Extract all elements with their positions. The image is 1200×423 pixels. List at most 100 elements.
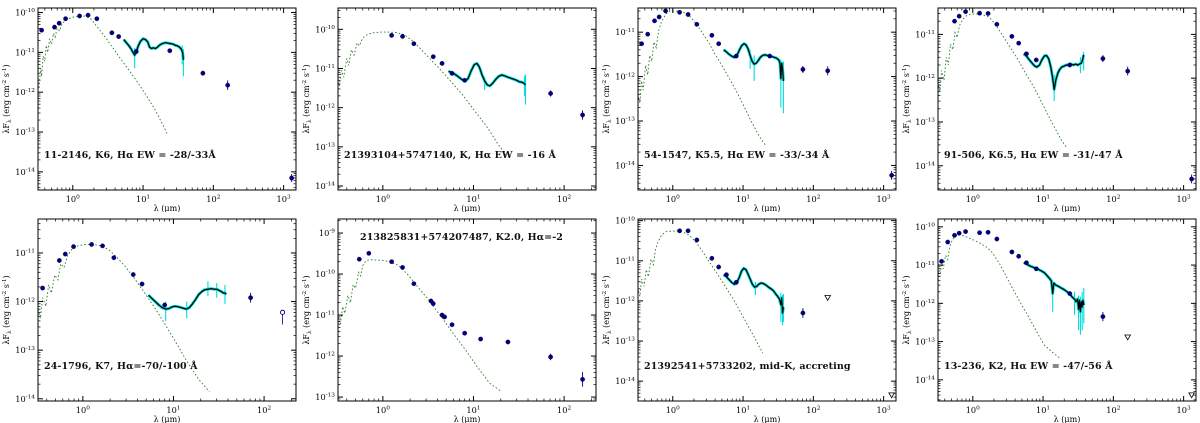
plot-frame (337, 218, 597, 402)
y-tick-label: 10-14 (915, 375, 935, 385)
y-tick-label: 10-11 (15, 248, 35, 258)
plot-data-layer (638, 228, 896, 399)
y-tick-label: 10-12 (915, 73, 935, 83)
y-tick-label: 10-13 (315, 142, 335, 152)
photometry-point (716, 264, 722, 270)
y-tick-label: 10-12 (315, 103, 335, 113)
open-photometry-point (280, 309, 286, 315)
sed-plot: 100 101 102 10-14 10-13 10-12 10-11 10-10 λ (μm)… (302, 7, 597, 212)
y-tick-label: 10-14 (615, 160, 635, 170)
photometry-point (652, 18, 657, 24)
plot-data-layer (38, 242, 286, 392)
photometry-point (825, 68, 831, 74)
x-tick-label: 102 (206, 194, 220, 204)
photometry-point (248, 295, 253, 301)
photometry-point (663, 8, 668, 14)
photometry-point (716, 41, 722, 47)
photometry-point (1016, 253, 1022, 259)
x-tick-label: 101 (466, 194, 480, 204)
plot-frame (637, 218, 897, 402)
y-tick-label: 10-10 (315, 269, 335, 279)
photometry-point (63, 16, 68, 22)
upper-limit-triangle (824, 295, 832, 302)
sed-plot: 100 101 102 103 10-14 10-13 10-12 10-11 λ (μm) λF… (602, 7, 897, 212)
photometry-point (130, 272, 136, 277)
sed-panel-13-236: 100 101 102 103 10-14 10-13 10-12 10-11 10-10 λ (… (900, 211, 1200, 423)
sed-panel-54-1547: 100 101 102 103 10-14 10-13 10-12 10-11 λ (μm) λF… (600, 0, 900, 212)
plot-frame (637, 7, 897, 191)
photometry-point (411, 281, 417, 287)
photometry-point (977, 10, 982, 16)
panel-annotation: 213825831+574207487, K2.0, Hα=-2 (360, 232, 563, 243)
photometry-point (462, 77, 468, 83)
panel-annotation: 13-236, K2, Hα EW = -47/-56 Å (944, 361, 1113, 372)
photometry-point (1009, 249, 1015, 255)
x-tick-label: 100 (966, 194, 980, 204)
photometry-point (994, 236, 1000, 242)
photometry-point (1125, 68, 1131, 74)
plot-data-layer (938, 229, 1196, 399)
photometry-point (52, 24, 57, 30)
photometry-point (677, 9, 682, 15)
photometry-point (62, 251, 68, 257)
photometry-point (994, 21, 1000, 27)
x-tick-label: 103 (877, 194, 891, 204)
photosphere-model-curve (938, 13, 1068, 149)
photometry-point (400, 265, 405, 270)
photometry-point (442, 314, 447, 320)
y-tick-label: 10-13 (915, 337, 935, 347)
photometry-point (400, 34, 405, 39)
photometry-point (411, 41, 417, 47)
x-axis-label: λ (μm) (154, 415, 181, 423)
photometry-point (733, 280, 739, 285)
upper-limit-triangle (1124, 334, 1132, 341)
photometry-point (449, 322, 455, 328)
plot-data-layer (338, 31, 585, 158)
photosphere-model-curve (638, 230, 764, 354)
photometry-point (389, 259, 394, 265)
y-tick-label: 10-13 (915, 117, 935, 127)
photometry-point (71, 244, 76, 249)
y-tick-label: 10-11 (615, 27, 635, 37)
plot-data-layer (638, 8, 894, 180)
x-tick-label: 102 (806, 405, 820, 415)
sed-panel-24-1796: 100 101 102 10-14 10-13 10-12 10-11 λ (μm) λFλ (… (0, 211, 300, 423)
x-tick-label: 100 (666, 405, 680, 415)
photometry-point (430, 301, 436, 306)
x-axis-label: λ (μm) (154, 204, 181, 212)
sed-panel-213825831: 100 101 102 10-13 10-12 10-11 10-10 10-9 λ (μm) λ… (300, 211, 600, 423)
photometry-point (1024, 260, 1029, 266)
panel-annotation: 11-2146, K6, Hα EW = -28/-33Å (44, 150, 216, 161)
sed-plot: 100 101 102 103 10-14 10-13 10-12 10-11 10-10 λ (… (902, 218, 1197, 423)
photometry-point (685, 12, 691, 17)
y-tick-label: 10-13 (615, 116, 635, 126)
x-tick-label: 101 (736, 194, 750, 204)
y-tick-label: 10-14 (915, 161, 935, 171)
sed-plot: 100 101 102 103 10-14 10-13 10-12 10-11 10-10 λ (… (2, 7, 297, 212)
photometry-point (548, 354, 553, 360)
y-tick-label: 10-11 (915, 29, 935, 39)
y-axis-label: λFλ (erg cm-2 s-1) (2, 275, 13, 344)
plot-frame (337, 7, 597, 191)
x-tick-label: 100 (966, 405, 980, 415)
sed-panel-11-2146: 100 101 102 103 10-14 10-13 10-12 10-11 10-10 λ (… (0, 0, 300, 212)
x-tick-label: 100 (76, 405, 90, 415)
x-tick-label: 101 (1036, 194, 1050, 204)
irs-spectrum-curve (723, 43, 785, 81)
x-tick-label: 100 (376, 194, 390, 204)
photometry-point (956, 230, 962, 236)
photometry-point (40, 285, 45, 291)
photometry-point (1100, 56, 1106, 61)
x-tick-label: 101 (736, 405, 750, 415)
photometry-point (956, 13, 962, 19)
x-axis-label: λ (μm) (754, 415, 781, 423)
photometry-point (709, 255, 715, 261)
photometry-point (139, 281, 145, 287)
photometry-point (56, 20, 62, 26)
photometry-point (694, 237, 700, 243)
photometry-point (1033, 266, 1039, 272)
irs-spectrum-curve (1023, 262, 1085, 313)
photometry-point (639, 41, 644, 47)
y-tick-label: 10-12 (315, 351, 335, 361)
